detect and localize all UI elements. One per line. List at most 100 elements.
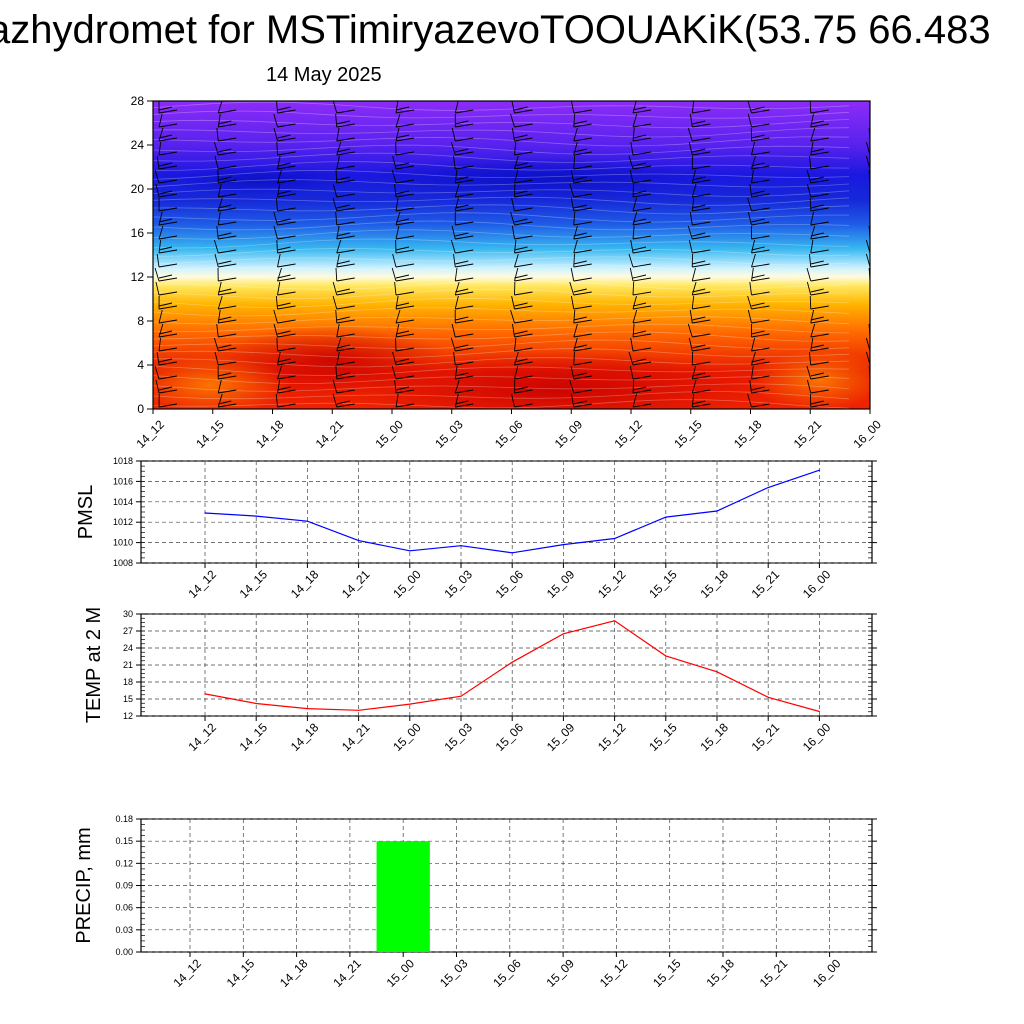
wind-barb-flag (751, 277, 770, 282)
wind-barb-flag (692, 123, 711, 128)
wind-barb-shaft (213, 239, 219, 254)
wind-barb-flag (218, 179, 237, 184)
wind-barb-shaft (332, 281, 338, 296)
x-tick-label: 15_06 (493, 567, 527, 601)
wind-barb-flag (336, 123, 355, 128)
wind-barb-flag (218, 120, 232, 125)
wind-barb-flag (218, 193, 237, 198)
wind-barb-flag (632, 274, 647, 279)
wind-barb-flag (692, 400, 706, 405)
wind-barb-shaft (809, 253, 812, 268)
x-tick-label: 16_00 (800, 567, 834, 601)
y-tick-label: 24 (123, 643, 133, 653)
wind-barb-flag (751, 291, 770, 296)
wind-barb-flag (158, 305, 178, 310)
wind-barb-flag (514, 302, 528, 307)
wind-barb-flag (218, 403, 237, 408)
wind-barb-shaft (275, 197, 278, 212)
wind-barb-flag (514, 134, 528, 139)
wind-barb-flag (455, 305, 474, 310)
wind-barb-shaft (277, 281, 281, 296)
wind-barb-flag (277, 302, 291, 307)
wind-barb-shaft (217, 211, 221, 226)
data-point (204, 693, 206, 695)
wind-barb-flag (158, 389, 178, 394)
wind-barb-flag (810, 148, 824, 153)
wind-barb-shaft (691, 267, 696, 282)
wind-barb-shaft (277, 155, 281, 170)
wind-barb-shaft (392, 351, 397, 366)
wind-barb-flag (751, 109, 770, 114)
wind-barb-shaft (809, 155, 812, 170)
wind-barb-shaft (632, 393, 637, 408)
x-tick-label: 14_18 (253, 417, 287, 451)
wind-barb-flag (395, 162, 410, 167)
x-tick-label: 14_12 (185, 720, 219, 754)
wind-barb-flag (395, 151, 415, 156)
wind-barb-shaft (217, 309, 221, 324)
y-tick-label: 12 (131, 270, 145, 284)
wind-barb-flag (514, 109, 533, 114)
wind-barb-flag (158, 375, 178, 380)
wind-barb-flag (158, 137, 178, 142)
wind-barb-shaft (747, 101, 752, 114)
wind-barb-flag (277, 263, 296, 268)
wind-barb-flag (158, 179, 178, 184)
wind-barb-flag (514, 235, 533, 240)
wind-barb-shaft (632, 379, 635, 394)
wind-barb-flag (336, 333, 355, 338)
wind-barb-flag (573, 361, 592, 366)
wind-barb-flag (751, 333, 770, 338)
wind-barb-flag (218, 148, 232, 153)
wind-barb-shaft (632, 183, 635, 198)
data-point (716, 510, 718, 512)
wind-barb-shaft (629, 169, 634, 184)
wind-barb-shaft (335, 169, 338, 184)
contour-line (153, 357, 850, 368)
y-tick-label: 16 (131, 226, 145, 240)
wind-barb-flag (632, 305, 652, 310)
wind-barb-shaft (747, 197, 752, 212)
wind-barb-flag (514, 375, 533, 380)
wind-barb-flag (514, 193, 533, 198)
wind-barb-shaft (451, 127, 456, 142)
wind-barb-flag (277, 190, 291, 195)
wind-barb-shaft (451, 323, 456, 338)
wind-barb-shaft (687, 323, 693, 338)
wind-barb-flag (336, 316, 350, 321)
x-tick-label: 15_18 (731, 417, 765, 451)
x-tick-label: 15_21 (757, 956, 791, 990)
wind-barb-flag (218, 372, 232, 377)
wind-barb-flag (395, 249, 415, 254)
wind-barb-flag (277, 235, 296, 240)
y-tick-label: 28 (131, 94, 145, 108)
wind-barb-flag (218, 347, 237, 352)
wind-barb-shaft (216, 127, 219, 142)
wind-barb-flag (158, 361, 178, 366)
date-subtitle: 14 May 2025 (266, 64, 382, 86)
wind-barb-flag (632, 179, 652, 184)
wind-barb-flag (277, 221, 296, 226)
wind-barb-flag (573, 389, 592, 394)
wind-barb-flag (869, 308, 870, 309)
wind-barb-shaft (747, 113, 752, 128)
wind-barb-flag (573, 204, 587, 209)
page-title: azhydromet for MSTimiryazevoTOOUAKiK(53.… (0, 8, 991, 52)
wind-barb-flag (336, 375, 355, 380)
wind-barb-shaft (216, 323, 219, 338)
wind-barb-shaft (514, 267, 519, 282)
wind-barb-flag (573, 120, 587, 125)
wind-barb-flag (632, 403, 652, 408)
wind-barb-shaft (632, 225, 635, 240)
wind-barb-flag (218, 204, 232, 209)
wind-barb-flag (218, 165, 237, 170)
wind-barb-shaft (747, 295, 752, 310)
wind-barb-flag (158, 302, 173, 307)
wind-barb-flag (277, 207, 296, 212)
y-tick-label: 0.00 (115, 947, 133, 957)
wind-barb-shaft (751, 141, 755, 156)
wind-barb-flag (810, 260, 824, 265)
wind-barb-flag (632, 389, 652, 394)
wind-barb-shaft (454, 365, 458, 380)
wind-barb-flag (336, 291, 355, 296)
